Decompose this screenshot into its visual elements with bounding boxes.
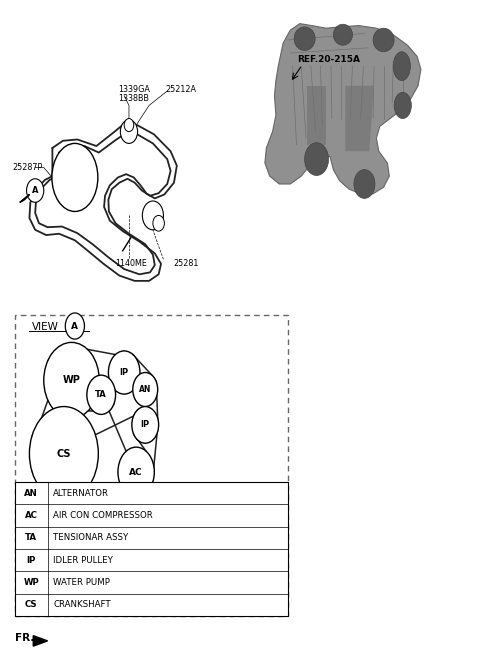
Polygon shape (33, 636, 48, 646)
Polygon shape (307, 86, 326, 145)
Text: 1339GA: 1339GA (118, 85, 150, 94)
Ellipse shape (354, 170, 375, 198)
Text: WP: WP (24, 578, 39, 587)
Text: CS: CS (25, 600, 37, 609)
Circle shape (29, 407, 98, 501)
Ellipse shape (294, 27, 315, 51)
Circle shape (120, 120, 138, 144)
Polygon shape (20, 194, 29, 202)
Circle shape (44, 342, 99, 419)
Circle shape (118, 447, 155, 497)
Text: 1338BB: 1338BB (118, 94, 149, 104)
FancyBboxPatch shape (15, 315, 288, 616)
Text: 25281: 25281 (173, 259, 198, 268)
Text: TENSIONAR ASSY: TENSIONAR ASSY (53, 533, 129, 543)
FancyBboxPatch shape (15, 482, 288, 616)
Text: WATER PUMP: WATER PUMP (53, 578, 110, 587)
Text: IP: IP (141, 420, 150, 430)
Text: AC: AC (129, 468, 143, 476)
Text: IP: IP (120, 368, 129, 377)
Ellipse shape (333, 24, 352, 45)
Ellipse shape (52, 144, 98, 211)
Text: TA: TA (96, 390, 107, 400)
Text: AIR CON COMPRESSOR: AIR CON COMPRESSOR (53, 511, 153, 520)
Text: REF.20-215A: REF.20-215A (298, 55, 360, 64)
Ellipse shape (394, 92, 411, 119)
Circle shape (132, 407, 158, 443)
Text: WP: WP (62, 375, 81, 385)
Text: AN: AN (139, 385, 151, 394)
Polygon shape (345, 86, 374, 152)
Text: IDLER PULLEY: IDLER PULLEY (53, 556, 113, 565)
Text: VIEW: VIEW (32, 321, 59, 332)
Text: FR.: FR. (15, 633, 35, 644)
Ellipse shape (373, 28, 394, 52)
Text: TA: TA (25, 533, 37, 543)
Text: 25287P: 25287P (12, 163, 43, 172)
Circle shape (87, 375, 116, 415)
Text: IP: IP (26, 556, 36, 565)
Polygon shape (265, 24, 421, 194)
Ellipse shape (305, 143, 328, 175)
Text: CRANKSHAFT: CRANKSHAFT (53, 600, 111, 609)
Text: CS: CS (57, 449, 71, 459)
Ellipse shape (393, 52, 410, 81)
Text: 1140ME: 1140ME (116, 259, 147, 268)
Circle shape (153, 215, 164, 231)
Text: 25212A: 25212A (166, 85, 197, 94)
Text: A: A (32, 186, 38, 195)
Text: ALTERNATOR: ALTERNATOR (53, 489, 109, 497)
Circle shape (26, 178, 44, 202)
Text: A: A (72, 321, 78, 331)
Circle shape (108, 351, 140, 394)
Circle shape (124, 119, 134, 132)
Circle shape (143, 201, 163, 230)
Circle shape (133, 373, 157, 407)
Text: AN: AN (24, 489, 38, 497)
Circle shape (65, 313, 84, 339)
Text: AC: AC (25, 511, 38, 520)
